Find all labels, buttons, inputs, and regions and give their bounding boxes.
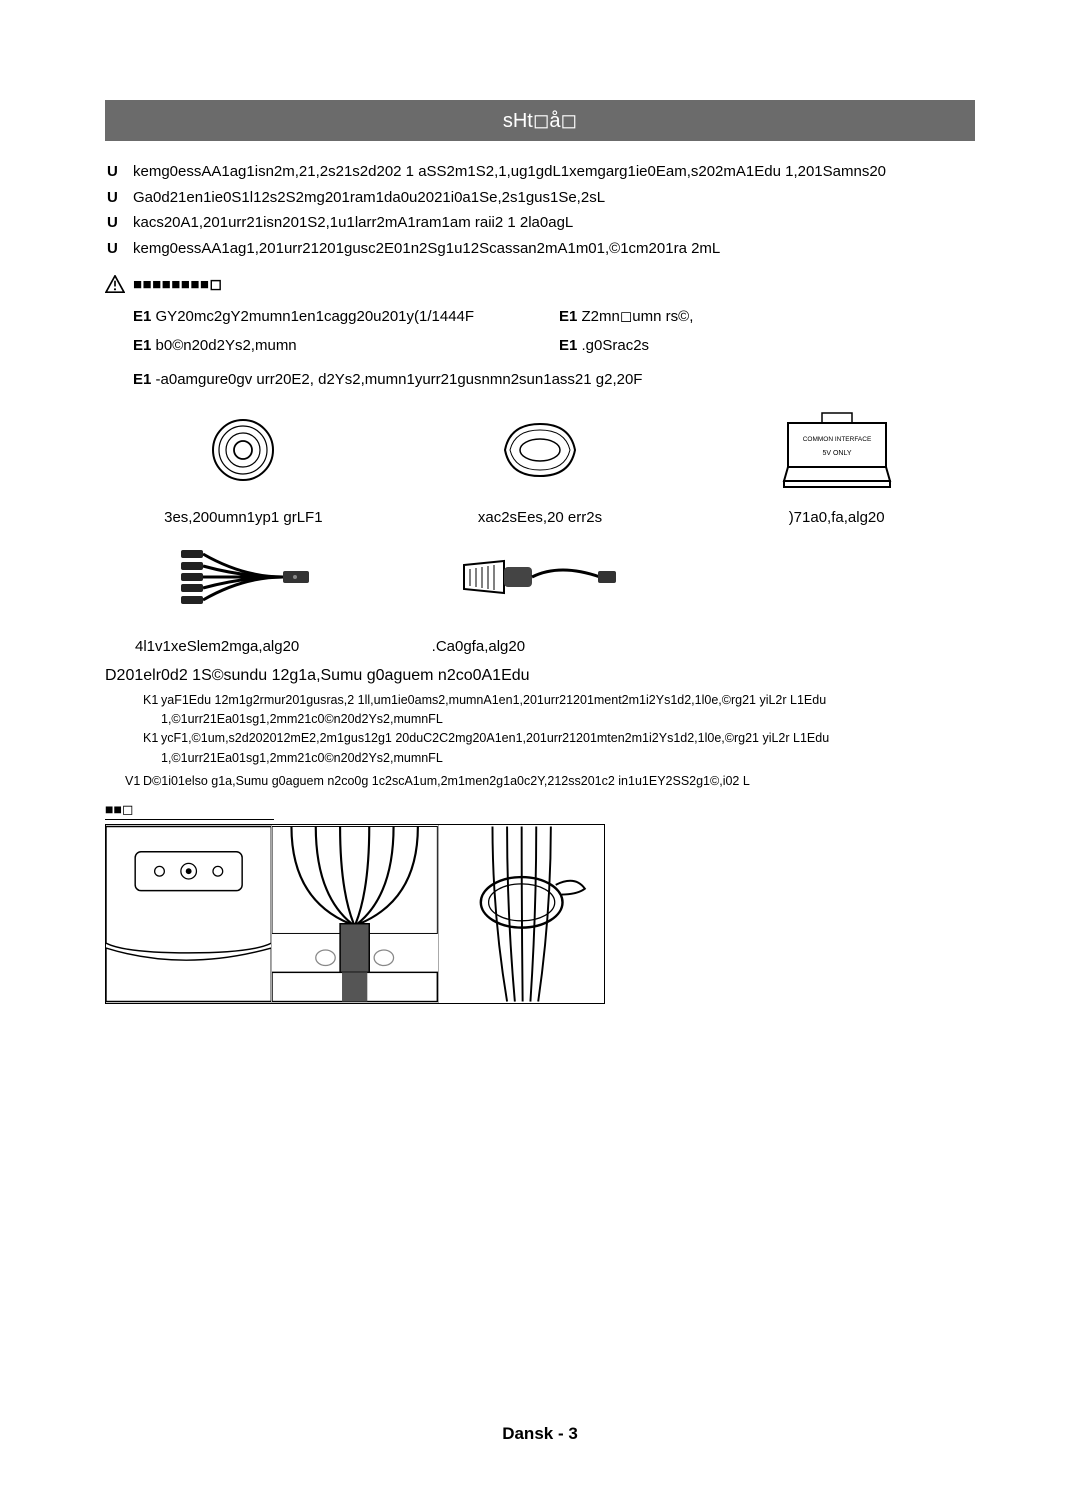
- cable-routing-icon: [272, 825, 437, 1003]
- holder-wire-icon: [495, 420, 585, 480]
- e1-cell: .g0Srac2s: [559, 332, 975, 361]
- accessory-label: )71a0,fa,alg20: [698, 509, 975, 526]
- concentric-circle-icon: [208, 415, 278, 485]
- warning-label: ■■■■■■■■◻: [133, 275, 222, 293]
- ci-adapter-icon: COMMON INTERFACE 5V ONLY: [782, 411, 892, 489]
- bullet-item: kemg0essAA1ag1isn2m,21,2s21s2d202 1 aSS2…: [105, 159, 975, 185]
- accessory-label: 3es,200umn1yp1 grLF1: [105, 509, 382, 526]
- warning-row: ■■■■■■■■◻: [105, 275, 975, 293]
- e1-cell: GY20mc2gY2mumn1en1cagg20u201y(1/1444F: [133, 303, 549, 332]
- e1-cell: b0©n20d2Ys2,mumn: [133, 332, 549, 361]
- accessory-row-1-labels: 3es,200umn1yp1 grLF1 xac2sEes,20 err2s )…: [105, 505, 975, 526]
- component-cable-icon: [173, 544, 313, 610]
- accessory-row-2-labels: 4l1v1xeSlem2mga,alg20 .Ca0gfa,alg20: [105, 634, 975, 655]
- bullet-item: kacs20A1,201urr21isn201S2,1u1larr2mA1ram…: [105, 210, 975, 236]
- accessory-ci-adapter: COMMON INTERFACE 5V ONLY: [698, 409, 975, 499]
- accessory-row-2: [105, 536, 975, 626]
- bullet-item: Ga0d21en1ie0S1l12s2S2mg201ram1da0u2021i0…: [105, 185, 975, 211]
- accessory-row-1: COMMON INTERFACE 5V ONLY: [105, 409, 975, 499]
- accessory-label: xac2sEes,20 err2s: [402, 509, 679, 526]
- accessory-holder-wire: [402, 409, 679, 499]
- cable-management-heading: D201elr0d2 1S©sundu 12g1a,Sumu g0aguem n…: [105, 667, 975, 685]
- e1-grid: GY20mc2gY2mumn1en1cagg20u201y(1/1444F Z2…: [105, 303, 975, 360]
- ci-label-1: COMMON INTERFACE: [802, 436, 871, 443]
- cable-tie-icon: [439, 825, 604, 1003]
- warning-triangle-icon: [105, 275, 125, 293]
- accessory-component-cable: [105, 536, 382, 626]
- e1-full-line: -a0amgure0gv urr20E2, d2Ys2,mumn1yurr21g…: [105, 366, 975, 395]
- tip-label: ■■◻: [105, 801, 274, 820]
- instruction-item: yaF1Edu 12m1g2rmur201gusras,2 1ll,um1ie0…: [143, 691, 975, 730]
- section-title: sHt◻å◻: [105, 100, 975, 141]
- page-footer: Dansk - 3: [0, 1424, 1080, 1444]
- accessory-label: .Ca0gfa,alg20: [402, 638, 679, 655]
- cable-instructions: yaF1Edu 12m1g2rmur201gusras,2 1ll,um1ie0…: [105, 691, 975, 769]
- accessory-scart-adapter: [402, 536, 679, 626]
- intro-bullets: kemg0essAA1ag1isn2m,21,2s21s2d202 1 aSS2…: [105, 159, 975, 261]
- scart-adapter-icon: [460, 553, 620, 601]
- e1-cell: Z2mn◻umn rs©,: [559, 303, 975, 332]
- instruction-item: ycF1,©1um,s2d202012mE2,2m1gus12g1 20duC2…: [143, 729, 975, 768]
- cable-management-diagram: [105, 824, 605, 1004]
- accessory-label: 4l1v1xeSlem2mga,alg20: [105, 638, 382, 655]
- ci-label-2: 5V ONLY: [822, 450, 851, 457]
- instruction-note: D©1i01elso g1a,Sumu g0aguem n2co0g 1c2sc…: [105, 772, 975, 791]
- accessory-cleaning-cloth: [105, 409, 382, 499]
- stand-back-panel-icon: [106, 825, 271, 1003]
- bullet-item: kemg0essAA1ag1,201urr21201gusc2E01n2Sg1u…: [105, 236, 975, 262]
